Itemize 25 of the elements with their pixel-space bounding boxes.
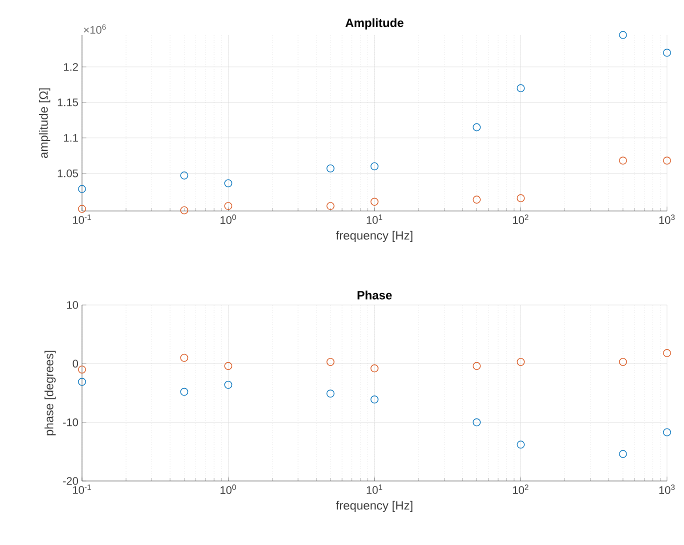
chart-title: Amplitude: [345, 18, 404, 30]
x-tick-label: 10$^{1}$: [366, 214, 382, 224]
x-tick-label: 10$^{3}$: [659, 214, 675, 224]
chart-title: Phase: [358, 290, 392, 300]
y-tick-label: -20: [63, 477, 78, 485]
y-axis-title: amplitude [Ω]: [39, 88, 50, 158]
y-tick-label: 1.1: [64, 134, 78, 142]
x-axis-title: frequency [Hz]: [336, 230, 412, 242]
x-tick-label: 10$^{2}$: [513, 484, 528, 494]
x-tick-label: 10$^{2}$: [513, 214, 528, 224]
x-tick-label: 10$^{0}$: [220, 484, 236, 494]
y-tick-label: -10: [63, 418, 78, 426]
x-tick-label: 10$^{3}$: [659, 484, 675, 494]
x-tick-label: 10$^{1}$: [366, 484, 382, 494]
x-tick-label: 10$^{-1}$: [73, 484, 91, 494]
y-tick-label: 10: [67, 301, 78, 309]
x-tick-label: 10$^{0}$: [220, 214, 236, 224]
x-tick-label: 10$^{-1}$: [73, 214, 91, 224]
y-tick-label: 0: [72, 360, 78, 368]
y-tick-label: 1.05: [58, 169, 78, 178]
y-tick-label: 1.15: [58, 98, 78, 106]
y-axis-title: phase [degrees]: [44, 350, 56, 436]
y-tick-label: 1.2: [64, 63, 78, 71]
x-axis-title: frequency [Hz]: [336, 500, 412, 512]
text: ×10$^{6}$: [84, 24, 106, 34]
